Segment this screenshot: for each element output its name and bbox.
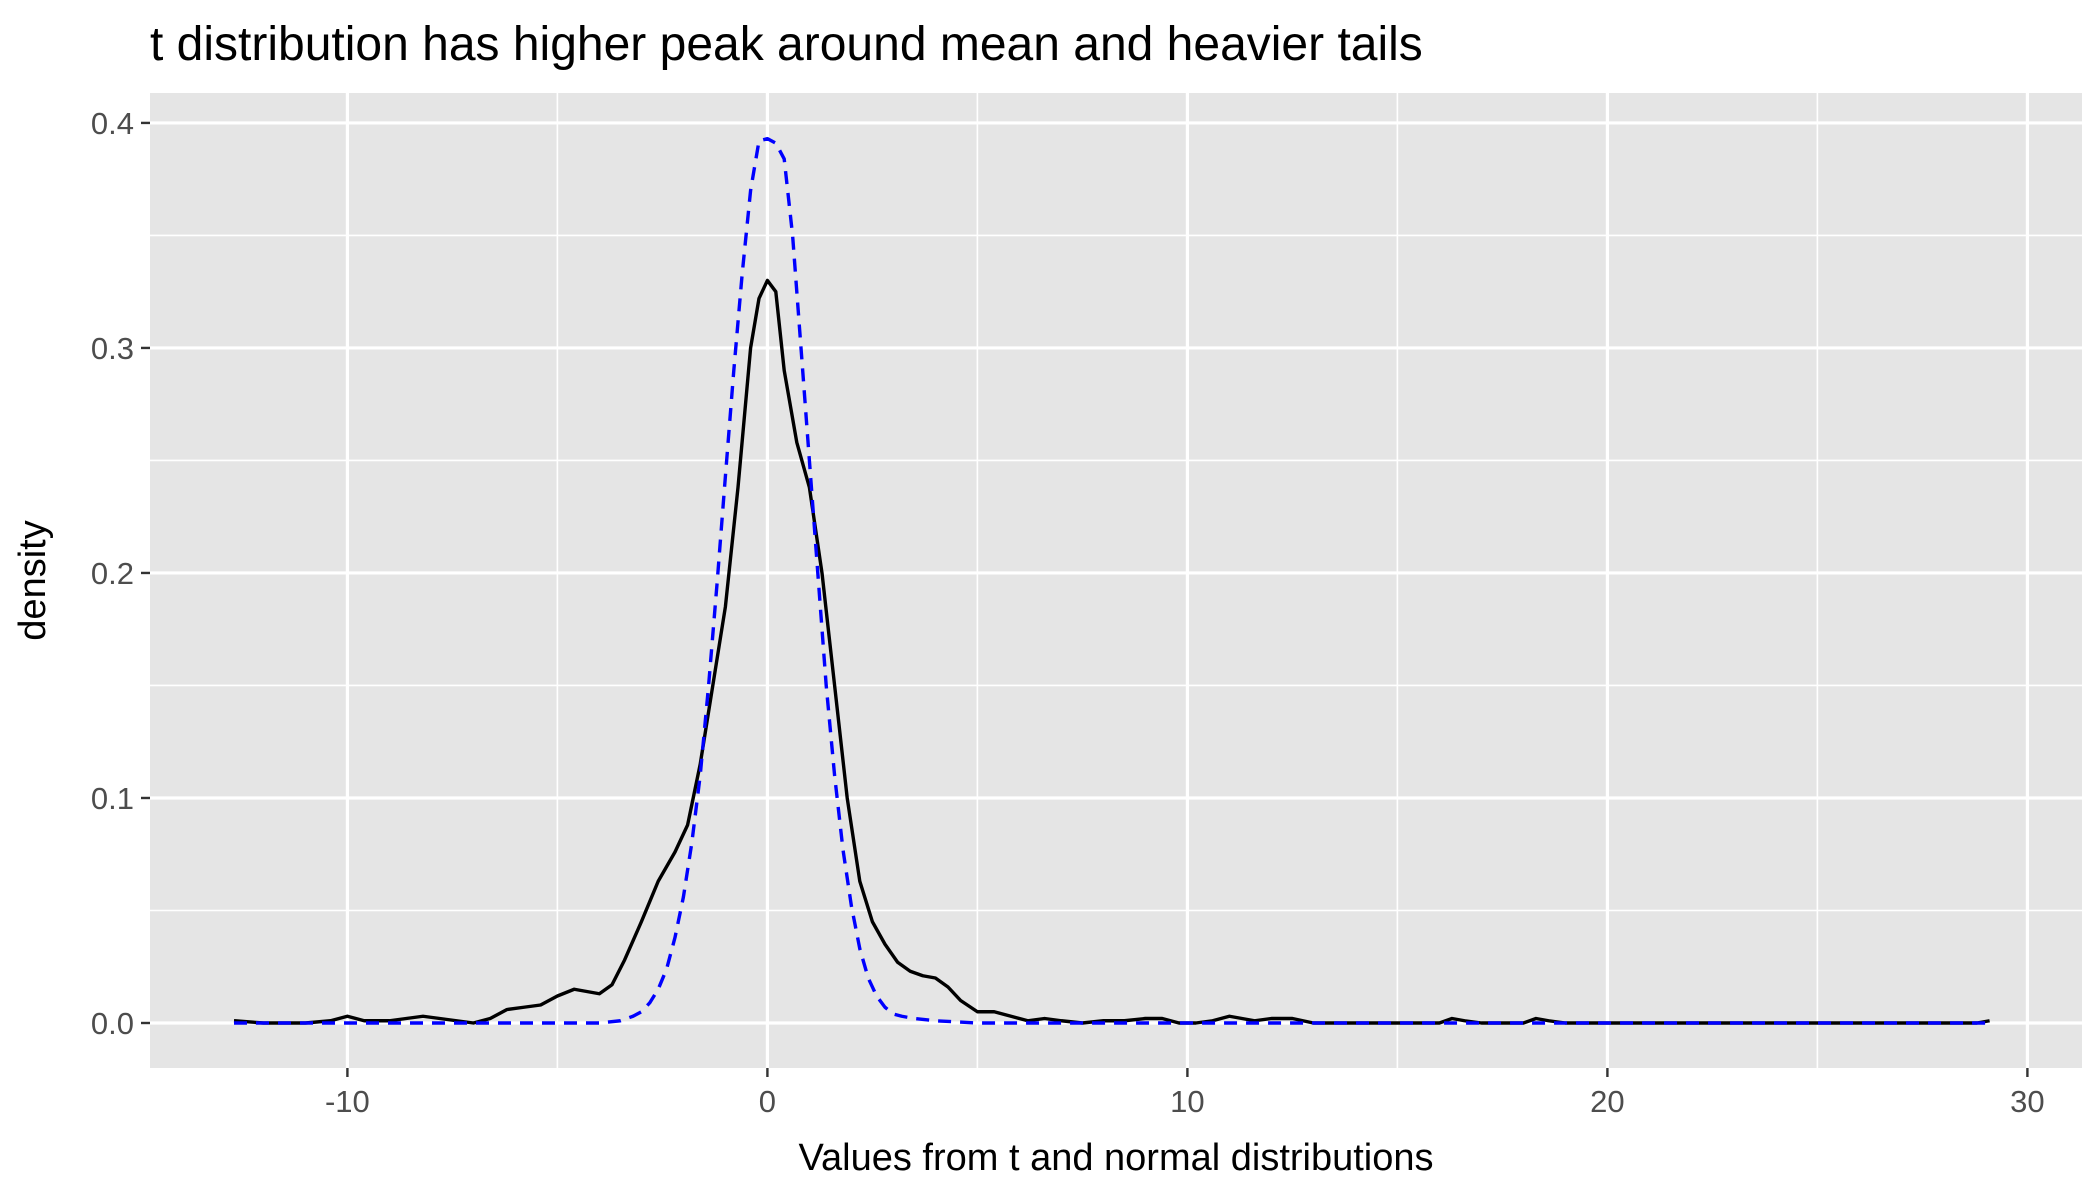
x-tick-label: 30	[2010, 1084, 2044, 1119]
y-tick-label: 0.1	[91, 781, 134, 816]
plot-panel	[150, 93, 2082, 1068]
y-axis: 0.0 0.1 0.2 0.3 0.4	[91, 106, 150, 1041]
x-tick-label: 20	[1590, 1084, 1624, 1119]
x-tick-label: 10	[1170, 1084, 1204, 1119]
minor-gridlines	[150, 93, 2082, 1068]
y-tick-label: 0.2	[91, 556, 134, 591]
x-tick-label: -10	[325, 1084, 370, 1119]
y-tick-label: 0.0	[91, 1006, 134, 1041]
x-axis: -10 0 10 20 30	[325, 1068, 2045, 1119]
chart-title: t distribution has higher peak around me…	[150, 18, 1423, 71]
y-axis-title: density	[12, 520, 54, 640]
y-tick-label: 0.3	[91, 331, 134, 366]
x-tick-label: 0	[759, 1084, 776, 1119]
series-line-2	[234, 136, 1990, 1025]
density-series	[233, 136, 1990, 1025]
x-axis-title: Values from t and normal distributions	[798, 1137, 1433, 1179]
y-tick-label: 0.4	[91, 106, 134, 141]
